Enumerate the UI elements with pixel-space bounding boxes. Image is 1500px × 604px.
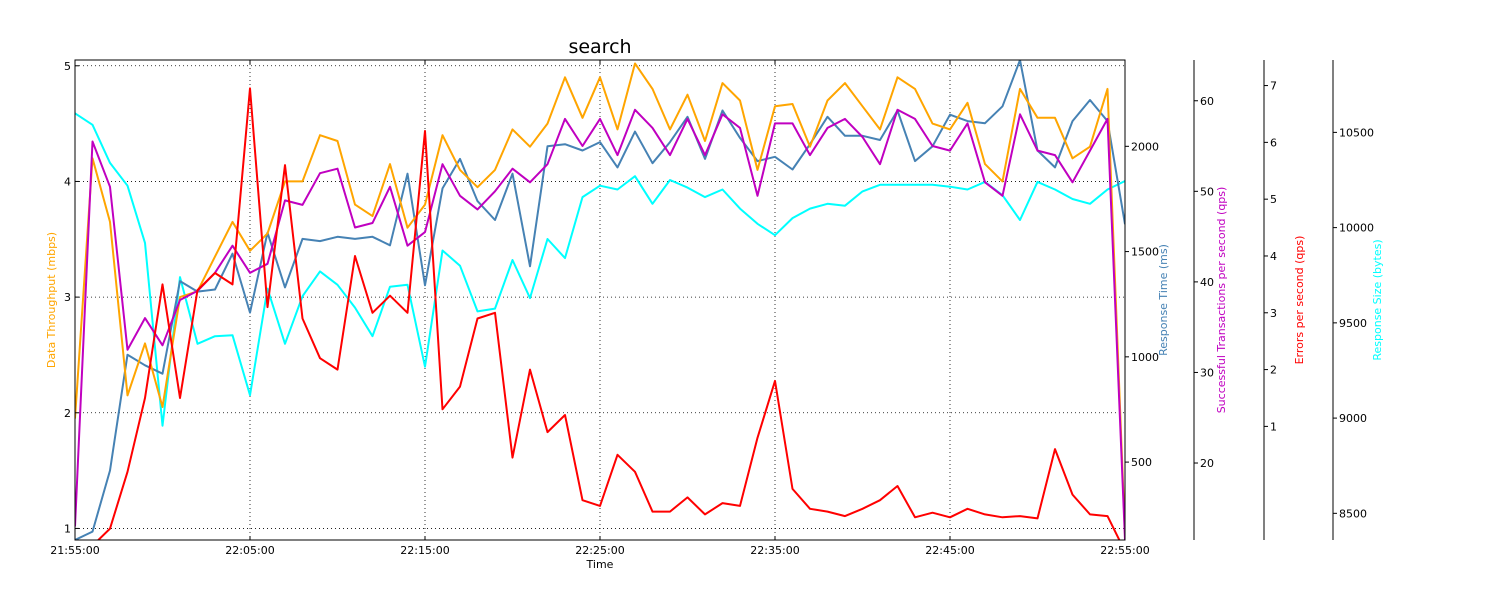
- secondary-tick-label: 1000: [1131, 351, 1159, 364]
- secondary-axis-label: Response Time (ms): [1157, 244, 1170, 356]
- secondary-tick-label: 500: [1131, 456, 1152, 469]
- axes-layer: 21:55:00 22:05:00 22:15:00 22:25:00 22:35:00…: [45, 60, 1384, 557]
- y-tick-label: 5: [64, 60, 71, 73]
- series-line: [75, 108, 1125, 540]
- secondary-tick-label: 3: [1270, 307, 1277, 320]
- secondary-axis-label: Errors per second (qps): [1293, 236, 1306, 365]
- secondary-axis-label: Successful Transactions per second (qps): [1215, 187, 1228, 414]
- secondary-tick-label: 9000: [1339, 412, 1367, 425]
- grid-layer: [75, 60, 1125, 540]
- y-tick-label: 2: [64, 407, 71, 420]
- secondary-tick-label: 9500: [1339, 317, 1367, 330]
- y-axis-label: Data Throughput (mbps): [45, 232, 58, 368]
- secondary-tick-label: 1: [1270, 420, 1277, 433]
- secondary-tick-label: 8500: [1339, 507, 1367, 520]
- secondary-tick-label: 40: [1200, 276, 1214, 289]
- chart-title: search: [568, 36, 631, 58]
- x-tick-label: 21:55:00: [50, 544, 99, 557]
- y-tick-label: 3: [64, 291, 71, 304]
- x-tick-label: 22:45:00: [925, 544, 974, 557]
- secondary-tick-label: 4: [1270, 250, 1277, 263]
- secondary-tick-label: 1500: [1131, 246, 1159, 259]
- x-tick-label: 22:25:00: [575, 544, 624, 557]
- x-tick-label: 22:55:00: [1100, 544, 1149, 557]
- secondary-axis-label: Response Size (bytes): [1371, 239, 1384, 360]
- x-tick-label: 22:15:00: [400, 544, 449, 557]
- series-line: [75, 60, 1125, 540]
- series-line: [75, 62, 1125, 535]
- y-tick-label: 1: [64, 522, 71, 535]
- secondary-tick-label: 7: [1270, 80, 1277, 93]
- x-axis-label: Time: [586, 558, 614, 571]
- secondary-tick-label: 20: [1200, 457, 1214, 470]
- secondary-tick-label: 6: [1270, 136, 1277, 149]
- series-layer: [75, 60, 1125, 540]
- x-tick-label: 22:35:00: [750, 544, 799, 557]
- secondary-tick-label: 5: [1270, 193, 1277, 206]
- series-line: [75, 112, 1125, 427]
- x-tick-label: 22:05:00: [225, 544, 274, 557]
- secondary-tick-label: 60: [1200, 95, 1214, 108]
- secondary-tick-label: 2000: [1131, 140, 1159, 153]
- secondary-tick-label: 50: [1200, 185, 1214, 198]
- y-tick-label: 4: [64, 175, 71, 188]
- secondary-tick-label: 10500: [1339, 126, 1374, 139]
- series-line: [96, 87, 1121, 540]
- secondary-tick-label: 30: [1200, 366, 1214, 379]
- secondary-tick-label: 10000: [1339, 222, 1374, 235]
- secondary-tick-label: 2: [1270, 364, 1277, 377]
